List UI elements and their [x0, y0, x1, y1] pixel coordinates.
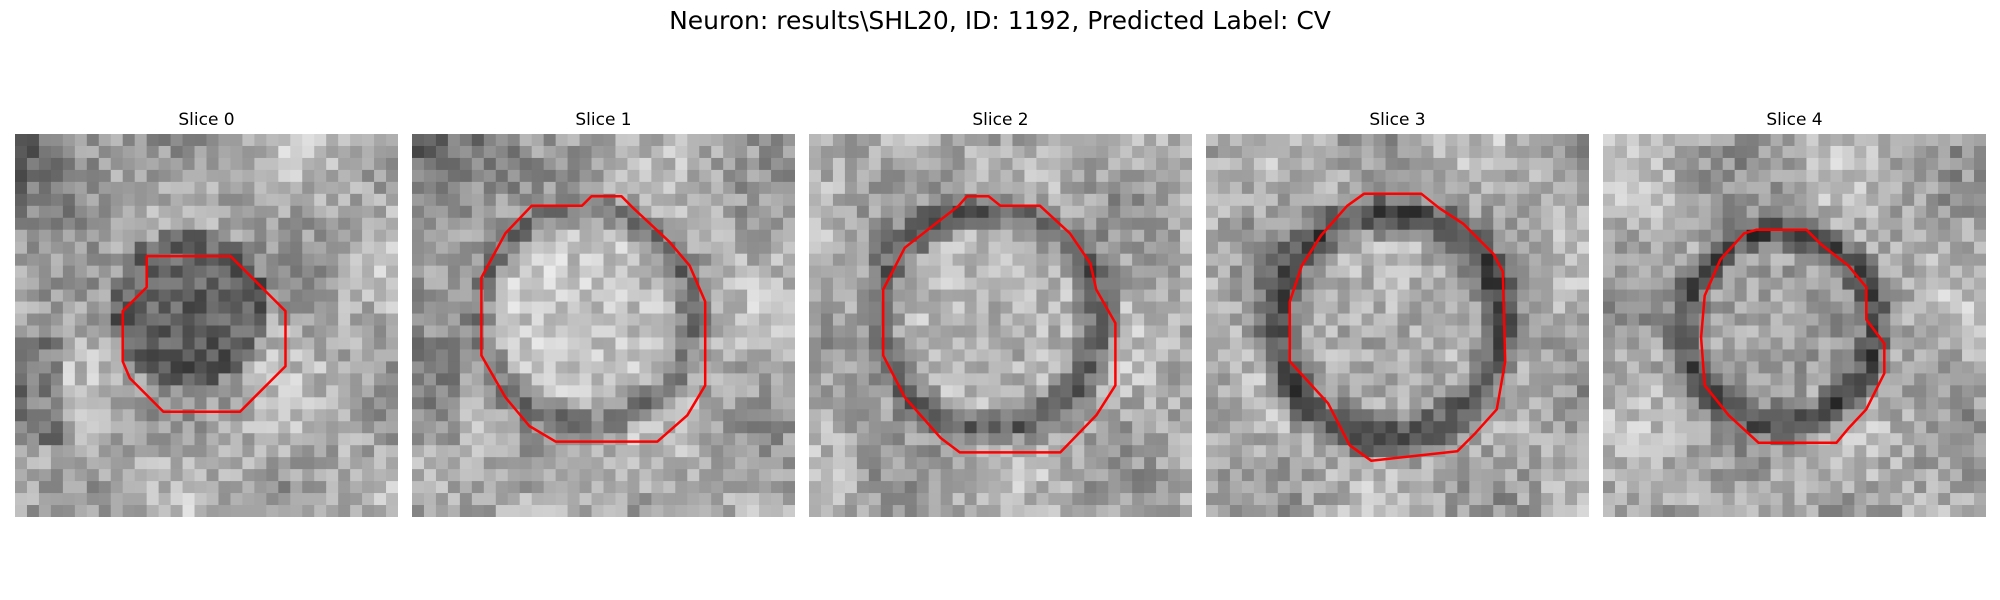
slice-title: Slice 4: [1766, 110, 1823, 130]
slice-panel-4: Slice 4: [1603, 108, 1986, 517]
slice-title: Slice 0: [178, 110, 235, 130]
slice-image-1: [412, 134, 795, 517]
slice-panel-2: Slice 2: [809, 108, 1192, 517]
slice-panel-1: Slice 1: [412, 108, 795, 517]
figure-title: Neuron: results\SHL20, ID: 1192, Predict…: [669, 6, 1331, 35]
roi-contour: [121, 254, 287, 413]
slice-image-3: [1206, 134, 1589, 517]
roi-contour: [1288, 192, 1507, 462]
roi-contour: [1699, 228, 1886, 445]
roi-contour: [480, 194, 707, 443]
slice-panel-3: Slice 3: [1206, 108, 1589, 517]
slice-image-0: [15, 134, 398, 517]
slice-title: Slice 3: [1369, 110, 1426, 130]
slice-title: Slice 1: [575, 110, 632, 130]
slice-title: Slice 2: [972, 110, 1029, 130]
slice-image-4: [1603, 134, 1986, 517]
slice-image-2: [809, 134, 1192, 517]
slice-panel-0: Slice 0: [15, 108, 398, 517]
roi-contour: [881, 194, 1117, 454]
